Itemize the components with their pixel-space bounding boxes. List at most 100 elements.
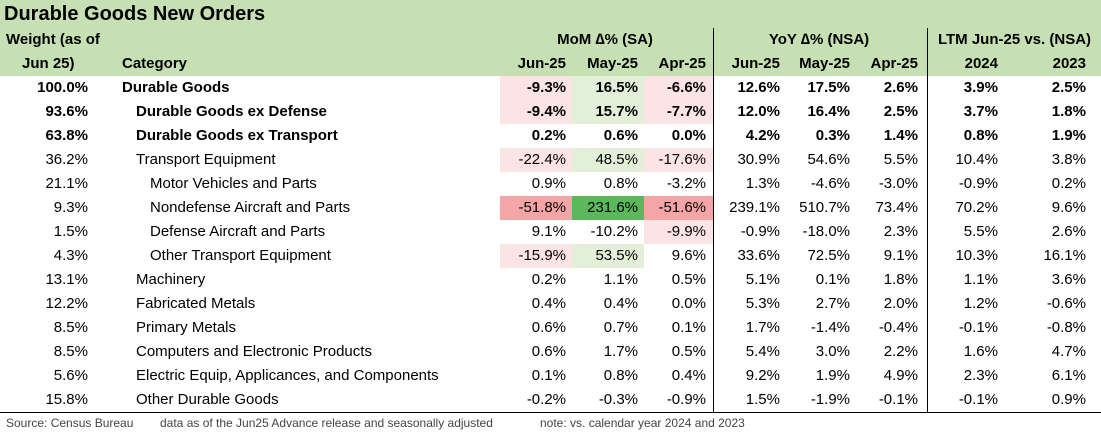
data-label: 1.4% [883, 127, 918, 144]
row-weight: 36.2% [45, 151, 88, 168]
data-label: 5.5% [963, 223, 998, 240]
data-label: -0.9% [958, 175, 998, 192]
data-label: 3.9% [963, 79, 998, 96]
cell-shading [572, 148, 644, 172]
data-label: 2.0% [883, 295, 918, 312]
ltm-group-header: LTM Jun-25 vs. (NSA) [937, 31, 1092, 48]
row-category: Electric Equip, Applicances, and Compone… [136, 367, 439, 384]
data-label: -10.2% [590, 223, 638, 240]
row-category: Other Transport Equipment [150, 247, 331, 264]
data-label: -4.6% [810, 175, 850, 192]
data-label: 9.2% [745, 367, 780, 384]
data-label: 1.9% [1051, 127, 1086, 144]
data-label: 0.7% [603, 319, 638, 336]
data-label: 2.5% [1051, 79, 1086, 96]
row-category: Motor Vehicles and Parts [150, 175, 317, 192]
data-label: 3.7% [963, 103, 998, 120]
data-label: 2.5% [883, 103, 918, 120]
data-label: 0.6% [603, 127, 638, 144]
data-label: 1.3% [745, 175, 780, 192]
cell-shading [500, 196, 572, 220]
data-label: 0.0% [671, 295, 706, 312]
data-label: 0.4% [671, 367, 706, 384]
data-label: 2.7% [815, 295, 850, 312]
data-label: -0.9% [666, 391, 706, 408]
data-label: 17.5% [807, 79, 850, 96]
data-label: 54.6% [807, 151, 850, 168]
footer-calendar-note: note: vs. calendar year 2024 and 2023 [540, 416, 745, 430]
data-label: 0.0% [671, 127, 706, 144]
data-label: 0.9% [531, 175, 566, 192]
data-label: 73.4% [875, 199, 918, 216]
data-label: 1.6% [963, 343, 998, 360]
row-category: Durable Goods ex Defense [136, 103, 327, 120]
data-label: 1.9% [815, 367, 850, 384]
row-weight: 21.1% [45, 175, 88, 192]
data-label: 0.1% [531, 367, 566, 384]
data-label: 1.7% [603, 343, 638, 360]
data-label: 16.4% [807, 103, 850, 120]
data-label: 1.2% [963, 295, 998, 312]
data-label: -0.6% [1046, 295, 1086, 312]
cell-shading [572, 76, 644, 100]
weight-header-line1: Weight (as of [6, 31, 100, 48]
data-label: 53.5% [595, 247, 638, 264]
data-label: 0.1% [815, 271, 850, 288]
data-label: 5.1% [745, 271, 780, 288]
data-label: 9.6% [1051, 199, 1086, 216]
data-label: -0.3% [598, 391, 638, 408]
cell-shading [644, 196, 713, 220]
data-label: -0.1% [958, 391, 998, 408]
data-label: -0.8% [1046, 319, 1086, 336]
table-header: Weight (as of Jun 25) Category MoM ∆% (S… [0, 28, 1101, 76]
data-label: 16.1% [1043, 247, 1086, 264]
row-category: Other Durable Goods [136, 391, 279, 408]
data-label: 0.2% [1051, 175, 1086, 192]
data-label: 3.0% [815, 343, 850, 360]
data-label: -6.6% [666, 79, 706, 96]
row-category: Nondefense Aircraft and Parts [150, 199, 351, 216]
data-label: -0.2% [526, 391, 566, 408]
yoy-group-header: YoY ∆% (NSA) [768, 31, 870, 48]
data-label: -7.7% [666, 103, 706, 120]
data-label: 4.2% [745, 127, 780, 144]
data-label: 5.4% [745, 343, 780, 360]
data-label: 10.3% [955, 247, 998, 264]
column-header: Apr-25 [658, 55, 706, 72]
data-label: 1.8% [883, 271, 918, 288]
row-weight: 5.6% [53, 367, 88, 384]
row-weight: 8.5% [53, 343, 88, 360]
data-label: -9.9% [666, 223, 706, 240]
row-weight: 9.3% [53, 199, 88, 216]
data-label: -0.1% [958, 319, 998, 336]
row-category: Durable Goods [122, 79, 230, 96]
data-label: 1.5% [745, 391, 780, 408]
data-label: 231.6% [587, 199, 638, 216]
data-label: -22.4% [518, 151, 566, 168]
cell-shading [572, 100, 644, 124]
data-label: 5.5% [883, 151, 918, 168]
data-label: 0.4% [531, 295, 566, 312]
column-header: Jun-25 [517, 55, 566, 72]
cell-shading [500, 76, 572, 100]
row-category: Primary Metals [136, 319, 237, 336]
data-label: -1.9% [810, 391, 850, 408]
data-label: 30.9% [737, 151, 780, 168]
data-label: -15.9% [518, 247, 566, 264]
row-weight: 63.8% [45, 127, 88, 144]
data-label: 0.6% [531, 343, 566, 360]
row-weight: 8.5% [53, 319, 88, 336]
data-label: 0.5% [671, 271, 706, 288]
data-label: 0.9% [1051, 391, 1086, 408]
row-category: Durable Goods ex Transport [136, 127, 338, 144]
data-label: 10.4% [955, 151, 998, 168]
data-label: -1.4% [810, 319, 850, 336]
footer-source: Source: Census Bureau [6, 416, 134, 430]
data-label: 12.6% [737, 79, 780, 96]
data-label: 0.2% [531, 127, 566, 144]
data-label: 72.5% [807, 247, 850, 264]
table-bottom-border [0, 412, 1101, 413]
data-label: 2.6% [883, 79, 918, 96]
row-category: Defense Aircraft and Parts [150, 223, 326, 240]
data-label: -18.0% [802, 223, 850, 240]
